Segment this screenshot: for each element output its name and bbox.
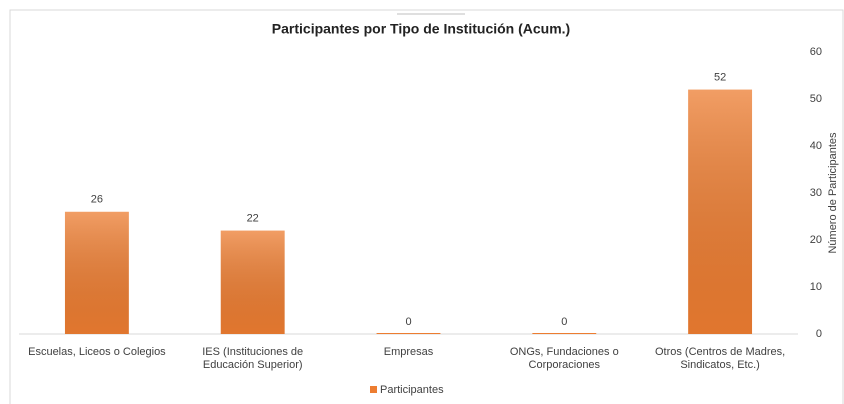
- y-axis-title: Número de Participantes: [827, 132, 839, 254]
- data-label: 52: [714, 72, 726, 84]
- x-tick-label: Escuelas, Liceos o Colegios: [28, 346, 166, 358]
- x-tick-label: ONGs, Fundaciones o Corporaciones: [510, 346, 619, 371]
- chart-title: Participantes por Tipo de Institución (A…: [272, 21, 570, 37]
- y-tick-label: 40: [810, 140, 822, 152]
- y-tick-label: 30: [810, 187, 822, 199]
- data-label: 0: [405, 316, 411, 328]
- data-label: 26: [91, 194, 103, 206]
- y-tick-label: 0: [816, 328, 822, 340]
- bar-shade: [64, 211, 129, 334]
- y-tick-label: 60: [810, 46, 822, 58]
- bar-shade: [220, 230, 285, 334]
- y-tick-label: 10: [810, 281, 822, 293]
- x-tick-label: IES (Instituciones de Educación Superior): [202, 346, 303, 371]
- data-label: 22: [247, 213, 259, 225]
- chart-border: [9, 9, 844, 404]
- bar-shade: [688, 89, 753, 334]
- x-tick-label: Otros (Centros de Madres, Sindicatos, Etc…: [655, 346, 785, 371]
- data-label: 0: [561, 316, 567, 328]
- y-tick-label: 50: [810, 93, 822, 105]
- x-tick-label: Empresas: [384, 346, 434, 358]
- bar: [532, 333, 597, 334]
- legend-swatch: [370, 386, 377, 393]
- bar: [376, 333, 441, 334]
- y-tick-label: 20: [810, 234, 822, 246]
- legend-label: Participantes: [380, 384, 444, 396]
